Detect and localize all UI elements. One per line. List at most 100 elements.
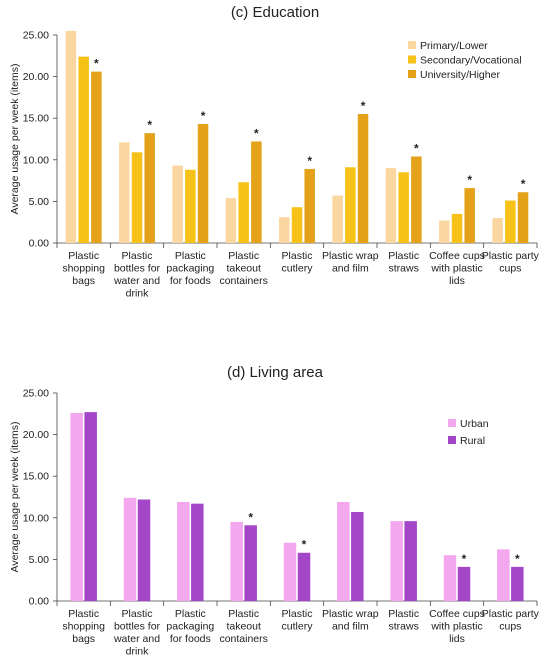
bar-university-higher xyxy=(144,133,155,243)
x-tick-label: Plastic party xyxy=(482,250,540,262)
bar-urban xyxy=(177,501,190,601)
x-tick-label: water and xyxy=(113,633,160,645)
y-tick-label: 10.00 xyxy=(23,512,49,524)
bar-primary-lower xyxy=(172,165,183,243)
x-tick-label: Plastic xyxy=(175,250,206,262)
x-tick-label: Coffee cups xyxy=(429,608,485,620)
x-tick-label: straws xyxy=(388,263,418,275)
x-tick-label: Plastic xyxy=(388,250,419,262)
x-tick-label: Plastic xyxy=(282,250,313,262)
significance-marker: * xyxy=(467,173,472,187)
significance-marker: * xyxy=(147,118,152,132)
x-tick-label: and film xyxy=(332,621,369,633)
x-tick-label: lids xyxy=(449,633,465,645)
x-tick-label: cups xyxy=(499,621,521,633)
x-tick-label: Plastic xyxy=(122,250,153,262)
bar-primary-lower xyxy=(119,142,130,243)
x-tick-label: water and xyxy=(113,275,160,287)
bar-urban xyxy=(497,549,510,601)
x-tick-label: takeout xyxy=(226,621,261,633)
y-tick-label: 20.00 xyxy=(23,429,49,441)
bar-secondary-vocational xyxy=(238,182,249,243)
bar-secondary-vocational xyxy=(398,172,409,243)
x-tick-label: packaging xyxy=(166,621,214,633)
bar-rural xyxy=(137,499,151,601)
bar-secondary-vocational xyxy=(185,169,196,243)
bar-university-higher xyxy=(357,114,369,243)
bar-university-higher xyxy=(251,141,262,243)
bar-rural xyxy=(351,511,364,601)
significance-marker: * xyxy=(462,552,467,566)
bar-secondary-vocational xyxy=(131,152,143,243)
x-tick-label: Plastic xyxy=(68,250,99,262)
x-tick-label: Plastic xyxy=(388,608,419,620)
legend-label: Secondary/Vocational xyxy=(420,55,522,67)
legend-label: Urban xyxy=(460,418,489,430)
x-tick-label: lids xyxy=(449,275,465,287)
legend-swatch xyxy=(448,419,456,427)
x-tick-label: with plastic xyxy=(430,621,482,633)
y-tick-label: 15.00 xyxy=(23,471,49,483)
bar-primary-lower xyxy=(332,195,343,243)
y-tick-label: 25.00 xyxy=(23,30,49,42)
y-tick-label: 0.00 xyxy=(29,596,50,608)
y-axis-label-0: Average usage per week (items) xyxy=(9,64,21,215)
bar-urban xyxy=(283,542,297,601)
bar-secondary-vocational xyxy=(505,200,516,243)
y-axis-label-1: Average usage per week (items) xyxy=(9,422,21,573)
significance-marker: * xyxy=(414,141,419,155)
y-tick-label: 10.00 xyxy=(23,154,49,166)
x-tick-label: Plastic wrap xyxy=(322,608,379,620)
bar-university-higher xyxy=(197,124,209,243)
x-tick-label: cups xyxy=(499,263,521,275)
x-tick-label: Plastic xyxy=(68,608,99,620)
bar-rural xyxy=(404,521,417,601)
chart-title-1: (d) Living area xyxy=(227,364,324,381)
bar-primary-lower xyxy=(279,217,290,243)
x-tick-label: straws xyxy=(388,621,418,633)
bar-urban xyxy=(230,521,243,601)
bar-university-higher xyxy=(517,192,529,243)
x-tick-label: Plastic xyxy=(282,608,313,620)
x-tick-label: Plastic xyxy=(228,250,259,262)
x-tick-label: and film xyxy=(332,263,369,275)
x-tick-label: Plastic xyxy=(175,608,206,620)
significance-marker: * xyxy=(302,538,307,552)
significance-marker: * xyxy=(361,99,366,113)
y-tick-label: 20.00 xyxy=(23,71,49,83)
x-tick-label: takeout xyxy=(226,263,261,275)
bar-primary-lower xyxy=(439,220,450,243)
bar-primary-lower xyxy=(385,168,397,243)
x-tick-label: shopping xyxy=(62,263,105,275)
bar-secondary-vocational xyxy=(345,167,356,243)
bar-urban xyxy=(337,501,350,601)
x-tick-label: cutlery xyxy=(282,263,314,275)
bar-primary-lower xyxy=(492,218,503,243)
bar-secondary-vocational xyxy=(451,213,463,243)
x-tick-label: packaging xyxy=(166,263,214,275)
bar-urban xyxy=(443,555,457,601)
x-tick-label: for foods xyxy=(170,275,211,287)
legend-label: Rural xyxy=(460,435,485,447)
bar-rural xyxy=(244,525,257,601)
y-tick-label: 15.00 xyxy=(23,113,49,125)
bar-university-higher xyxy=(411,156,422,243)
legend-swatch xyxy=(448,436,456,444)
bar-secondary-vocational xyxy=(291,207,303,243)
x-tick-label: drink xyxy=(126,288,150,300)
bar-rural xyxy=(84,412,97,601)
y-tick-label: 5.00 xyxy=(29,196,50,208)
y-tick-label: 25.00 xyxy=(23,388,49,400)
x-tick-label: bags xyxy=(72,633,95,645)
bar-urban xyxy=(390,521,403,601)
x-tick-label: drink xyxy=(126,646,150,658)
x-tick-label: shopping xyxy=(62,621,105,633)
x-tick-label: bottles for xyxy=(114,263,161,275)
x-tick-label: with plastic xyxy=(430,263,482,275)
legend-swatch xyxy=(408,55,416,64)
legend-swatch xyxy=(408,41,416,49)
y-tick-label: 0.00 xyxy=(29,238,50,250)
x-tick-label: Coffee cups xyxy=(429,250,485,262)
